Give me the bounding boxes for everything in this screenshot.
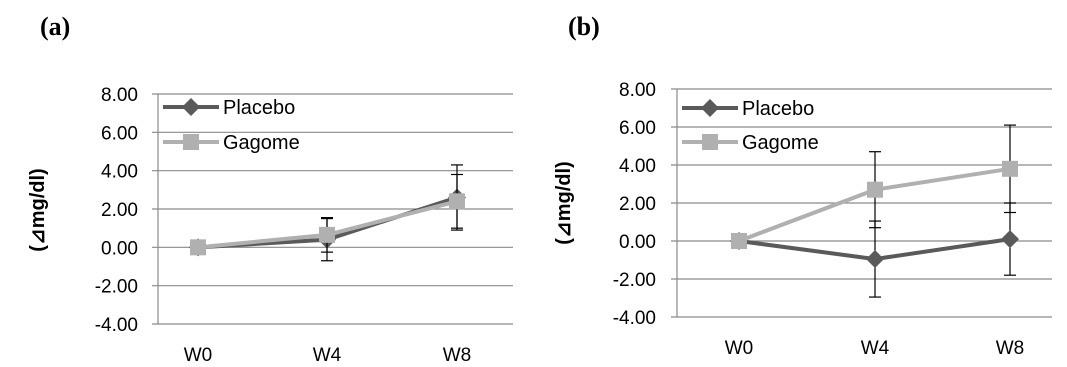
data-point-gagome <box>319 226 335 243</box>
x-tick-label: W8 <box>443 345 472 366</box>
legend-label-gagome: Gagome <box>223 132 300 154</box>
y-tick-label: 6.00 <box>619 118 656 139</box>
legend-marker-gagome <box>183 134 199 150</box>
legend-label-placebo: Placebo <box>223 97 295 119</box>
chart-panel-a: 8.00 6.00 4.00 2.00 0.00 -2.00 -4.00 W0 W4 W8 (⊿mg… <box>27 85 513 366</box>
y-tick-label: 2.00 <box>619 194 656 215</box>
legend-label-placebo: Placebo <box>742 98 814 120</box>
y-axis-label: (⊿mg/dl) <box>27 168 49 251</box>
y-tick-label: 0.00 <box>619 232 656 253</box>
data-point-gagome <box>449 193 465 210</box>
y-tick-label: -4.00 <box>613 308 656 329</box>
x-tick-label: W4 <box>861 338 890 359</box>
panel-label-a: (a) <box>40 12 71 41</box>
chart-panel-b: 8.00 6.00 4.00 2.00 0.00 -2.00 -4.00 W0 W4 W8 (⊿mg… <box>553 80 1052 359</box>
data-point-placebo <box>866 250 884 269</box>
data-point-gagome <box>731 233 747 249</box>
data-point-gagome <box>190 239 206 256</box>
y-tick-label: 4.00 <box>101 162 138 183</box>
x-tick-label: W0 <box>184 345 213 366</box>
y-tick-label: 0.00 <box>101 238 138 259</box>
y-tick-label: -2.00 <box>613 270 656 291</box>
y-tick-label: 2.00 <box>101 200 138 221</box>
y-tick-label: 8.00 <box>619 80 656 101</box>
y-axis-label: (⊿mg/dl) <box>553 161 575 244</box>
y-tick-label: 6.00 <box>101 123 138 144</box>
y-tick-label: -2.00 <box>95 277 138 298</box>
legend-marker-placebo <box>701 99 719 117</box>
x-tick-label: W4 <box>313 345 342 366</box>
y-tick-label: 4.00 <box>619 156 656 177</box>
data-point-gagome <box>1002 160 1018 177</box>
data-point-gagome <box>867 181 883 198</box>
legend-marker-placebo <box>182 98 200 116</box>
y-tick-label: -4.00 <box>95 315 138 336</box>
x-tick-label: W8 <box>996 338 1025 359</box>
legend-marker-gagome <box>702 134 718 150</box>
x-tick-label: W0 <box>725 338 754 359</box>
data-point-placebo <box>1001 230 1019 249</box>
y-tick-label: 8.00 <box>101 85 138 106</box>
legend-label-gagome: Gagome <box>742 132 819 154</box>
panel-label-b: (b) <box>568 12 600 41</box>
